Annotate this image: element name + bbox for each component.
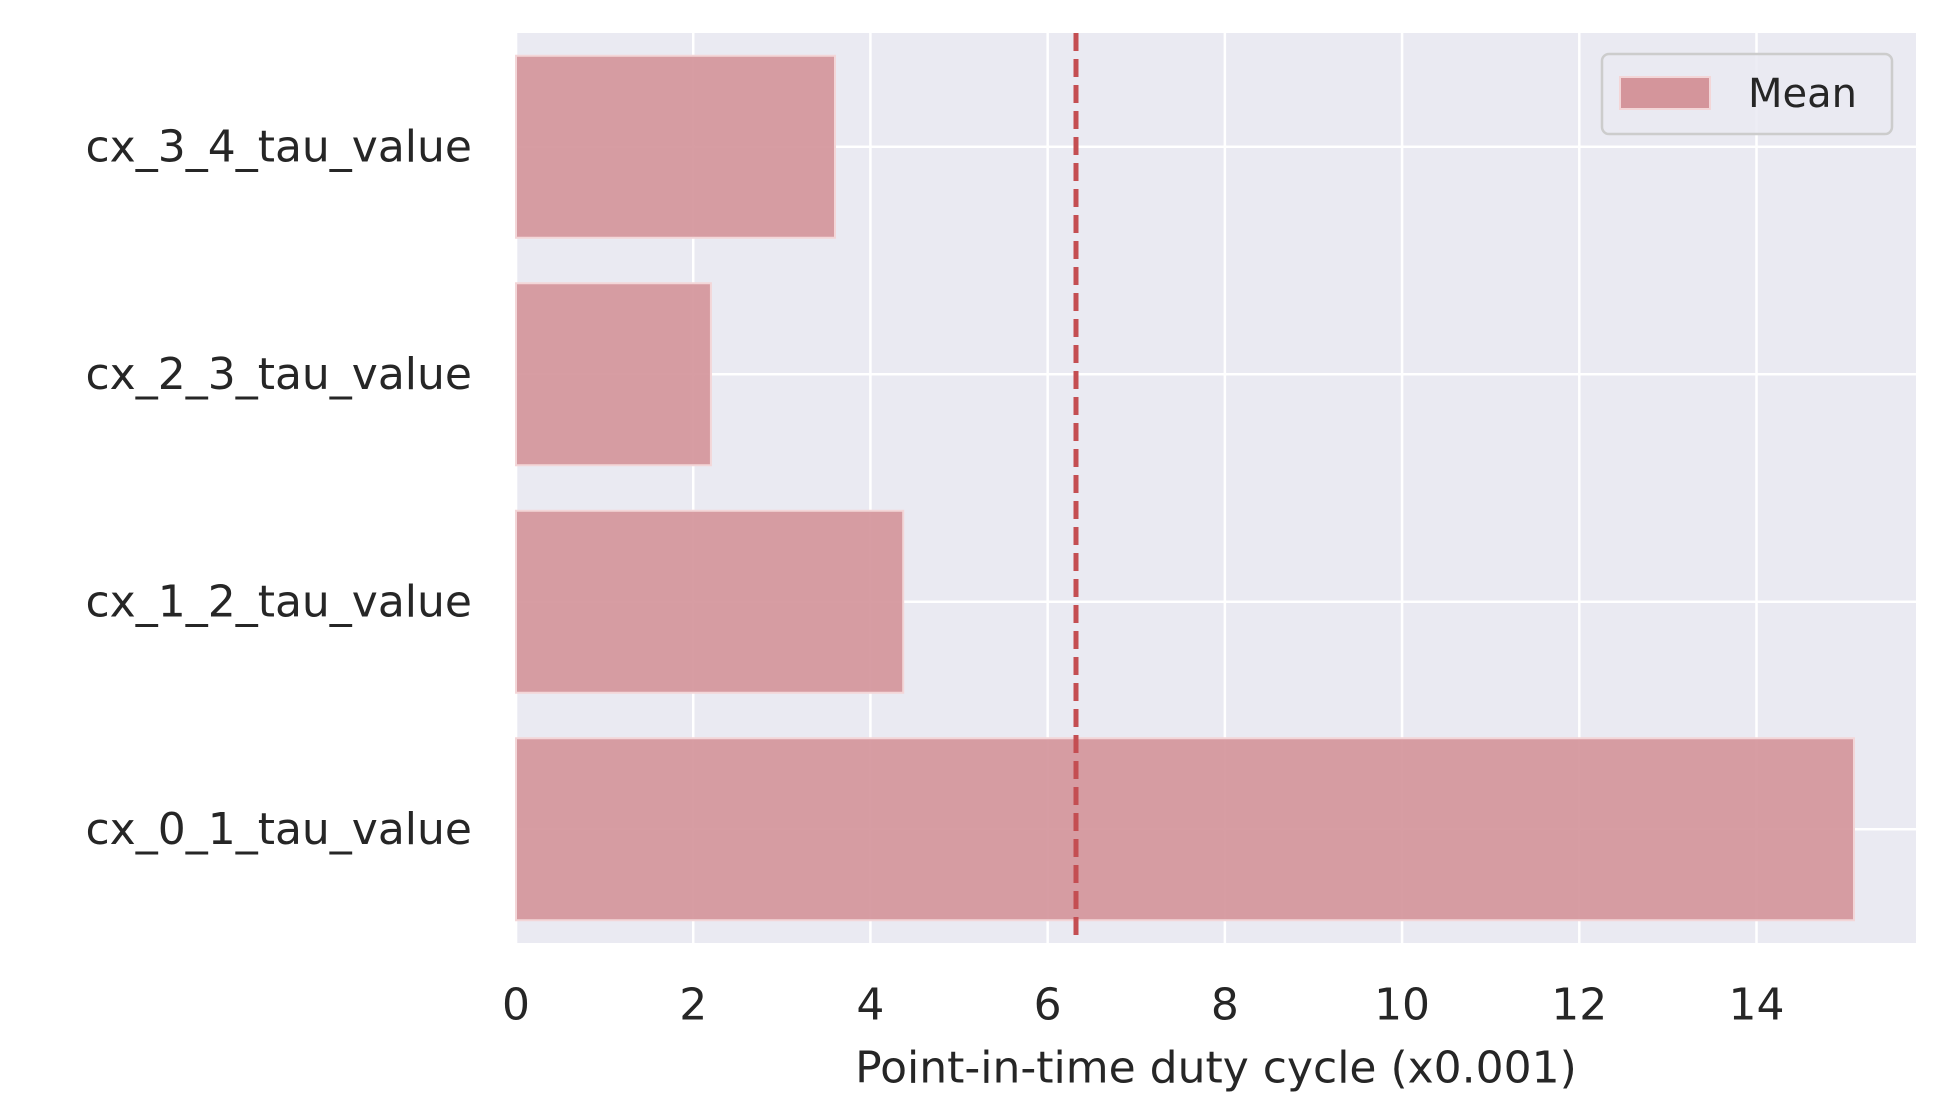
bar-cx_3_4_tau_value: [515, 54, 836, 239]
x-tick-label: 12: [1551, 980, 1607, 1031]
bar-cx_0_1_tau_value: [515, 737, 1855, 922]
bars: [515, 54, 1855, 922]
x-tick-label: 0: [502, 980, 530, 1031]
x-tick-label: 10: [1374, 980, 1430, 1031]
bar-cx_2_3_tau_value: [515, 282, 712, 467]
x-tick-label: 4: [856, 980, 884, 1031]
x-tick-label: 6: [1034, 980, 1062, 1031]
x-tick-labels: 0 2 4 6 8 10 12 14: [502, 980, 1785, 1031]
y-tick-label: cx_3_4_tau_value: [85, 121, 472, 172]
legend-label: Mean: [1748, 71, 1857, 117]
x-tick-label: 2: [679, 980, 707, 1031]
x-tick-label: 8: [1211, 980, 1239, 1031]
bar-cx_1_2_tau_value: [515, 509, 905, 694]
x-tick-label: 14: [1729, 980, 1785, 1031]
legend-box: [1600, 52, 1894, 136]
legend-swatch: [1619, 76, 1711, 110]
y-tick-label: cx_0_1_tau_value: [85, 804, 472, 855]
y-tick-labels: cx_0_1_tau_value cx_1_2_tau_value cx_2_3_t…: [85, 121, 472, 855]
y-tick-label: cx_2_3_tau_value: [85, 349, 472, 400]
y-tick-label: cx_1_2_tau_value: [85, 576, 472, 627]
legend: Mean: [1600, 52, 1894, 136]
x-axis-title: Point-in-time duty cycle (x0.001): [855, 1043, 1577, 1094]
